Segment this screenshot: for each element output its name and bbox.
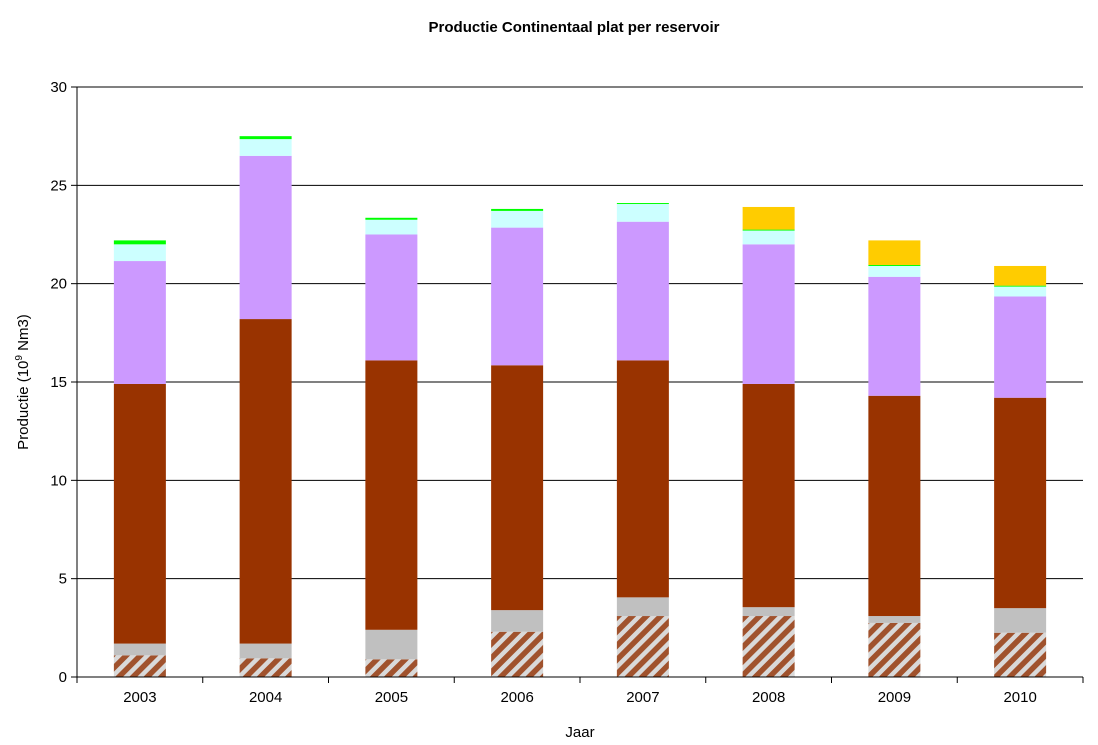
bar-segment-2005-3 (365, 234, 418, 361)
bar-segment-2003-0 (113, 655, 166, 677)
x-tick-label: 2007 (626, 689, 659, 706)
bar-segment-2003-2 (113, 383, 166, 644)
axes (71, 86, 1084, 683)
bar-segment-2004-0 (239, 658, 292, 677)
bar-segment-2007-0 (616, 616, 669, 677)
x-tick-label: 2003 (123, 689, 156, 706)
y-tick-label: 5 (59, 571, 67, 588)
bar-segment-2004-1 (239, 643, 292, 659)
bar-segment-2004-3 (239, 155, 292, 320)
y-axis-label-main: Productie (10 (15, 361, 32, 450)
bar-segment-2004-5 (239, 136, 292, 140)
x-tick-label: 2004 (249, 689, 282, 706)
bar-segment-2010-2 (994, 397, 1047, 609)
y-tick-label: 25 (50, 177, 67, 194)
x-tick-label: 2008 (752, 689, 785, 706)
bar-segment-2009-5 (868, 264, 921, 266)
bar-segment-2003-5 (113, 240, 166, 245)
y-axis-label: Productie (109 Nm3) (14, 314, 32, 450)
bar-segment-2005-0 (365, 659, 418, 677)
bar-segment-2006-1 (491, 610, 544, 632)
bar-segment-2010-4 (994, 286, 1047, 297)
bar-segment-2009-1 (868, 616, 921, 623)
bar-segment-2004-4 (239, 139, 292, 156)
bar-segment-2010-0 (994, 632, 1047, 677)
bar-segment-2007-4 (616, 204, 669, 222)
bar-segment-2010-6 (994, 265, 1047, 286)
x-tick-label: 2005 (375, 689, 408, 706)
bar-segment-2009-4 (868, 265, 921, 277)
y-axis-label-unit: Nm3) (15, 314, 32, 355)
bars (113, 136, 1047, 677)
bar-segment-2008-3 (742, 244, 795, 384)
x-tick-labels: 2003 2004 2005 2006 2007 2008 2009 2010 (123, 689, 1037, 706)
y-axis-label-superscript: 9 (14, 355, 25, 361)
bar-segment-2006-2 (491, 365, 544, 611)
bar-segment-2006-0 (491, 631, 544, 677)
bar-segment-2009-6 (868, 240, 921, 265)
bar-segment-2005-2 (365, 360, 418, 630)
bar-segment-2007-3 (616, 221, 669, 361)
bar-segment-2003-4 (113, 244, 166, 262)
x-axis-label: Jaar (565, 724, 594, 741)
bar-segment-2007-1 (616, 597, 669, 617)
bar-segment-2006-4 (491, 210, 544, 228)
bar-segment-2010-5 (994, 285, 1047, 287)
bar-segment-2009-2 (868, 395, 921, 617)
bar-segment-2010-3 (994, 296, 1047, 398)
bar-segment-2008-0 (742, 616, 795, 677)
bar-segment-2008-2 (742, 383, 795, 608)
bar-segment-2005-1 (365, 629, 418, 660)
bar-segment-2010-1 (994, 608, 1047, 633)
bar-segment-2006-5 (491, 208, 544, 211)
bar-segment-2007-2 (616, 360, 669, 598)
x-tick-label: 2010 (1003, 689, 1036, 706)
bar-segment-2007-5 (616, 203, 669, 205)
bar-segment-2008-5 (742, 229, 795, 231)
y-tick-label: 15 (50, 374, 67, 391)
bar-segment-2004-2 (239, 319, 292, 644)
chart-title: Productie Continentaal plat per reservoi… (429, 19, 720, 36)
y-tick-label: 20 (50, 276, 67, 293)
bar-segment-2005-4 (365, 219, 418, 235)
bar-segment-2009-3 (868, 276, 921, 396)
bar-segment-2006-3 (491, 227, 544, 366)
bar-segment-2008-1 (742, 607, 795, 617)
y-tick-label: 0 (59, 669, 67, 686)
bar-segment-2009-0 (868, 622, 921, 677)
y-tick-labels: 0 5 10 15 20 25 30 (50, 79, 67, 686)
bar-segment-2005-5 (365, 217, 418, 220)
bar-segment-2003-1 (113, 643, 166, 656)
x-tick-label: 2006 (500, 689, 533, 706)
x-tick-label: 2009 (878, 689, 911, 706)
gridlines (77, 86, 1083, 580)
bar-segment-2008-4 (742, 230, 795, 245)
y-tick-label: 10 (50, 472, 67, 489)
bar-segment-2008-6 (742, 206, 795, 230)
y-tick-label: 30 (50, 79, 67, 96)
bar-segment-2003-3 (113, 261, 166, 384)
